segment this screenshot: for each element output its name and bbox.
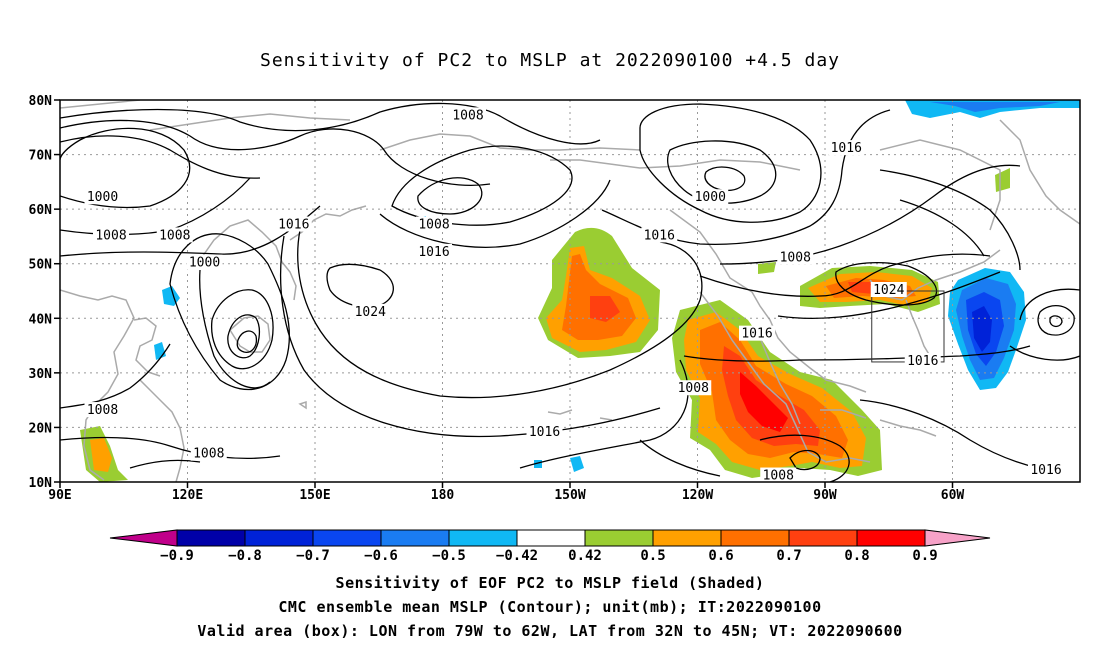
colorbar-label: −0.9	[160, 548, 194, 564]
sensitivity-shading	[80, 100, 1080, 482]
contour-label-bg	[156, 227, 193, 243]
caption-shading: Sensitivity of EOF PC2 to MSLP field (Sh…	[335, 574, 765, 592]
contour-label: 1008	[763, 469, 794, 484]
colorbar-bin	[312, 529, 382, 547]
colorbar-bin	[584, 529, 654, 547]
colorbar-label: 0.8	[844, 548, 869, 564]
contour-label: 1024	[355, 305, 386, 320]
colorbar: −0.9 −0.8 −0.7 −0.6 −0.5 −0.42 0.42 0.5 0.6 0.7 0.…	[109, 529, 991, 564]
lat-tick-label: 30N	[29, 367, 53, 382]
colorbar-bin	[516, 529, 586, 547]
colorbar-bin	[176, 529, 246, 547]
lon-tick-label: 180	[431, 488, 455, 503]
colorbar-label: 0.7	[776, 548, 801, 564]
colorbar-label: 0.9	[912, 548, 937, 564]
coastlines	[60, 100, 1080, 482]
contour-label-bg	[190, 445, 227, 461]
contour-label: 1016	[529, 425, 560, 440]
contour-label: 1008	[159, 228, 190, 243]
contour-label: 1008	[193, 447, 224, 462]
lon-tick-label: 120E	[172, 488, 203, 503]
contour-label-bg	[828, 140, 865, 156]
lat-tick-label: 70N	[29, 149, 53, 164]
lat-tick-label: 80N	[29, 94, 53, 109]
contour-label: 1008	[418, 218, 449, 233]
contour-label: 1016	[741, 327, 772, 342]
contour-label: 1008	[95, 228, 126, 243]
caption-contour: CMC ensemble mean MSLP (Contour); unit(m…	[278, 598, 822, 616]
contour-label: 1024	[873, 283, 904, 298]
contour-label-bg	[416, 243, 452, 259]
colorbar-label: 0.42	[568, 548, 602, 564]
contour-label-bg	[904, 352, 941, 368]
contour-label: 1000	[189, 256, 220, 271]
colorbar-label: −0.42	[496, 548, 538, 564]
lat-tick-label: 50N	[29, 258, 53, 273]
lon-tick-label: 150E	[299, 488, 330, 503]
colorbar-bin	[788, 529, 858, 547]
colorbar-below-min	[109, 529, 178, 547]
lon-tick-label: 60W	[941, 488, 965, 503]
contour-label-bg	[760, 467, 797, 483]
colorbar-bin	[856, 529, 926, 547]
colorbar-label: −0.8	[228, 548, 262, 564]
contour-label-bg	[1028, 462, 1064, 478]
longitude-axis: 90E 120E 150E 180 150W 120W 90W 60W	[48, 482, 964, 503]
contour-label: 1016	[907, 354, 938, 369]
contour-label-bg	[186, 254, 223, 270]
lon-tick-label: 120W	[682, 488, 713, 503]
lat-tick-label: 20N	[29, 421, 53, 436]
contour-label-bg	[450, 107, 486, 123]
contour-label-bg	[84, 189, 121, 205]
contour-label-bg	[692, 189, 729, 205]
colorbar-label: 0.5	[640, 548, 665, 564]
contour-label: 1000	[87, 190, 118, 205]
contour-label: 1000	[695, 190, 726, 205]
colorbar-above-max	[924, 529, 991, 547]
contour-label: 1008	[780, 250, 811, 265]
contour-label: 1016	[278, 218, 309, 233]
contour-label-bg	[416, 216, 452, 232]
latitude-axis: 80N 70N 60N 50N 40N 30N 20N 10N	[29, 94, 60, 491]
lon-tick-label: 90W	[813, 488, 837, 503]
contour-label: 1016	[644, 228, 675, 243]
contour-labels: 1008 1000 1008 1008 1016 1000 1008 1016 1024 1000…	[84, 107, 1064, 484]
contour-label-bg	[739, 325, 775, 341]
colorbar-label: 0.6	[708, 548, 733, 564]
contour-label: 1016	[1030, 463, 1061, 478]
contour-label-bg	[777, 249, 814, 265]
colorbar-bin	[380, 529, 450, 547]
colorbar-label: −0.7	[296, 548, 330, 564]
colorbar-bin	[720, 529, 790, 547]
colorbar-bin	[244, 529, 314, 547]
colorbar-label: −0.5	[432, 548, 466, 564]
graticule	[60, 100, 1081, 482]
contour-label: 1016	[831, 141, 862, 156]
colorbar-bin	[448, 529, 518, 547]
lon-tick-label: 90E	[48, 488, 71, 503]
contour-label: 1008	[678, 381, 709, 396]
contour-label-bg	[526, 423, 563, 439]
contour-label: 1016	[418, 245, 449, 260]
lon-tick-label: 150W	[554, 488, 585, 503]
chart-title: Sensitivity of PC2 to MSLP at 2022090100…	[259, 50, 840, 71]
lat-tick-label: 40N	[29, 312, 53, 327]
contour-label-bg	[675, 380, 712, 396]
contour-label: 1008	[452, 108, 483, 123]
contour-label-bg	[870, 282, 907, 297]
caption-valid-area: Valid area (box): LON from 79W to 62W, L…	[197, 622, 903, 640]
contour-label-bg	[275, 216, 312, 232]
contour-label: 1008	[87, 403, 118, 418]
contour-label-bg	[93, 227, 129, 243]
contour-label-bg	[84, 402, 121, 418]
lat-tick-label: 10N	[29, 476, 53, 491]
colorbar-bin	[652, 529, 722, 547]
contour-label-bg	[352, 303, 389, 319]
contour-label-bg	[641, 227, 678, 243]
lat-tick-label: 60N	[29, 203, 53, 218]
colorbar-label: −0.6	[364, 548, 398, 564]
